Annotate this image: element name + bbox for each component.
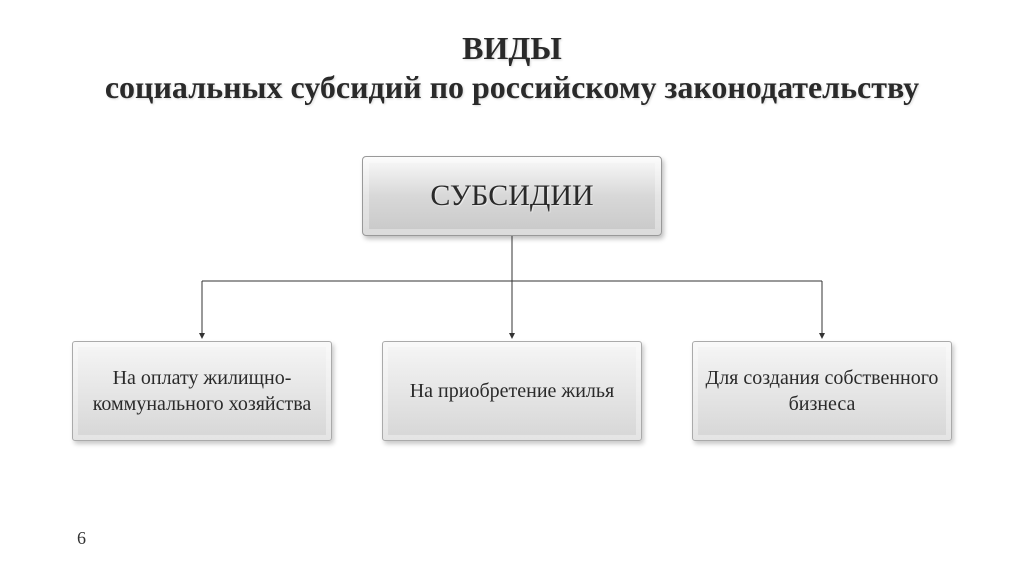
child-node-business: Для создания собственного бизнеса [692, 341, 952, 441]
title-block: ВИДЫ социальных субсидий по российскому … [0, 0, 1024, 106]
root-node: СУБСИДИИ [362, 156, 662, 236]
child-node-label: На приобретение жилья [410, 378, 615, 404]
page-number: 6 [77, 528, 86, 549]
connector-lines [0, 236, 1024, 341]
child-node-label: Для создания собственного бизнеса [703, 365, 941, 417]
title-line2: социальных субсидий по российскому закон… [0, 69, 1024, 106]
child-node-label: На оплату жилищно-коммунального хозяйств… [83, 365, 321, 417]
title-line1: ВИДЫ [0, 30, 1024, 67]
children-row: На оплату жилищно-коммунального хозяйств… [0, 341, 1024, 441]
root-node-label: СУБСИДИИ [430, 179, 593, 213]
child-node-utilities: На оплату жилищно-коммунального хозяйств… [72, 341, 332, 441]
child-node-housing: На приобретение жилья [382, 341, 642, 441]
